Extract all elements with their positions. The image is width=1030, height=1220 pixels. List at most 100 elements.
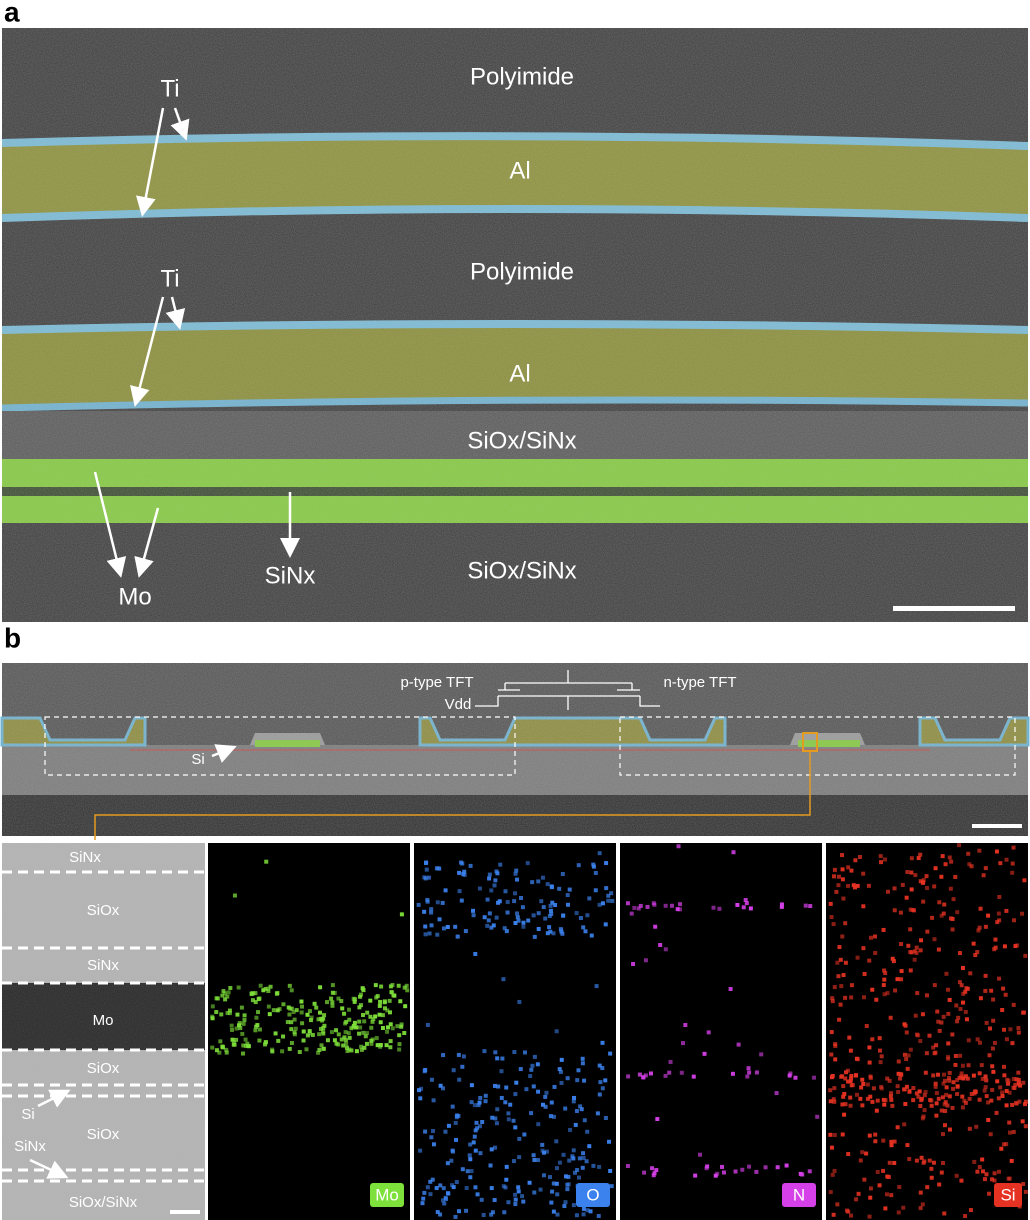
eds-dot: [330, 990, 335, 995]
eds-dot: [517, 1155, 522, 1160]
eds-dot: [492, 1083, 497, 1088]
eds-dot: [870, 1037, 875, 1042]
eds-dot: [291, 1009, 296, 1014]
eds-dot: [854, 1092, 859, 1097]
eds-dot: [424, 867, 429, 872]
eds-dot: [580, 1061, 585, 1066]
eds-dot: [257, 1038, 262, 1043]
eds-dot: [217, 1050, 222, 1055]
eds-dot: [1004, 1089, 1009, 1094]
eds-dot: [947, 855, 952, 860]
eds-dot: [360, 986, 365, 991]
eds-dot: [536, 1089, 541, 1094]
eds-dot: [812, 1075, 817, 1080]
eds-dot: [946, 1011, 951, 1016]
eds-dot: [994, 849, 999, 854]
eds-dot: [861, 1082, 866, 1087]
eds-dot: [503, 1100, 508, 1105]
eds-dot: [293, 1026, 298, 1031]
eds-dot: [450, 1183, 455, 1188]
eds-dot: [1002, 944, 1007, 949]
eds-dot: [399, 912, 404, 917]
eds-dot: [845, 1068, 850, 1073]
eds-dot: [397, 1042, 402, 1047]
eds-dot: [972, 1159, 977, 1164]
eds-dot: [676, 844, 681, 849]
eds-dot: [428, 1179, 433, 1184]
eds-dot: [1004, 1103, 1009, 1108]
eds-dot: [912, 957, 917, 962]
eds-dot: [479, 1197, 484, 1202]
eds-dot: [927, 1158, 932, 1163]
eds-dot: [730, 1071, 735, 1076]
eds-dot: [498, 862, 503, 867]
eds-dot: [996, 911, 1001, 916]
eds-dot: [463, 929, 468, 934]
eds-dot: [266, 988, 271, 993]
eds-dot: [489, 888, 494, 893]
eds-dot: [520, 905, 525, 910]
eds-dot: [868, 1195, 873, 1200]
eds-dot: [600, 1066, 605, 1071]
eds-dot: [489, 1147, 494, 1152]
eds-dot: [971, 941, 976, 946]
eds-dot: [733, 1169, 738, 1174]
eds-dot: [868, 1075, 873, 1080]
eds-dot: [487, 872, 492, 877]
eds-dot: [434, 866, 439, 871]
eds-dot: [347, 1017, 352, 1022]
eds-dot: [929, 1166, 934, 1171]
eds-dot: [214, 1048, 219, 1053]
eds-dot: [254, 1024, 259, 1029]
eds-dot: [879, 1054, 884, 1059]
eds-dot: [991, 1018, 996, 1023]
eds-dot: [576, 1175, 581, 1180]
eds-dot: [933, 1084, 938, 1089]
eds-dot: [287, 983, 292, 988]
eds-dot: [344, 1041, 349, 1046]
eds-dot: [544, 1149, 549, 1154]
eds-dot: [597, 851, 602, 856]
eds-dot: [343, 1021, 348, 1026]
eds-dot: [321, 1031, 326, 1036]
eds-dot: [472, 1103, 477, 1108]
eds-dot: [421, 1196, 426, 1201]
eds-dot: [543, 1104, 548, 1109]
eds-dot: [860, 1103, 865, 1108]
eds-dot: [914, 1158, 919, 1163]
eds-dot: [565, 1187, 570, 1192]
eds-dot: [467, 1153, 472, 1158]
eds-dot: [654, 1168, 659, 1173]
eds-dot: [935, 1009, 940, 1014]
eds-dot: [932, 937, 937, 942]
eds-dot: [846, 1079, 851, 1084]
eds-dot: [501, 977, 506, 982]
eds-dot: [625, 1163, 630, 1168]
eds-dot: [299, 1010, 304, 1015]
eds-dot: [831, 922, 836, 927]
eds-dot: [1009, 1158, 1014, 1163]
eds-dot: [483, 1093, 488, 1098]
eds-dot: [843, 1076, 848, 1081]
eds-dot: [988, 1026, 993, 1031]
eds-dot: [663, 947, 668, 952]
eds-dot: [378, 1044, 383, 1049]
eds-dot: [210, 1045, 215, 1050]
eds-dot: [951, 1086, 956, 1091]
eds-dot: [559, 1057, 564, 1062]
map-label: N: [793, 1185, 805, 1204]
eds-dot: [513, 1092, 518, 1097]
eds-dot: [986, 1117, 991, 1122]
eds-dot: [943, 1109, 948, 1114]
eds-dot: [464, 1208, 469, 1213]
eds-dot: [883, 1206, 888, 1211]
eds-dot: [240, 1031, 245, 1036]
eds-dot: [540, 1102, 545, 1107]
eds-dot: [321, 1025, 326, 1030]
eds-dot: [793, 1075, 798, 1080]
eds-dot: [581, 1212, 586, 1217]
eds-dot: [254, 1015, 259, 1020]
eds-dot: [916, 1094, 921, 1099]
eds-dot: [983, 1085, 988, 1090]
eds-dot: [982, 1088, 987, 1093]
